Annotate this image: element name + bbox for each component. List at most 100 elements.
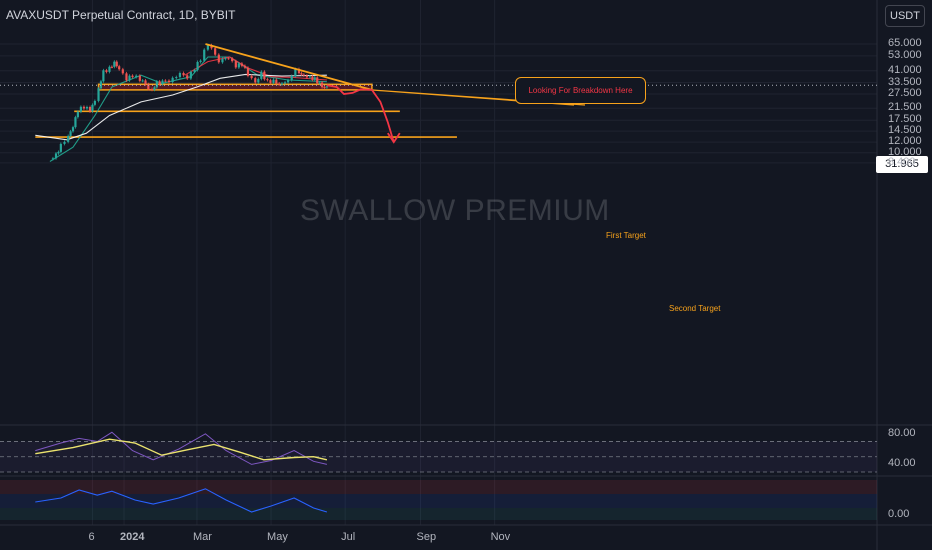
candle-body [125,73,128,81]
candle-body [313,77,316,80]
candle-body [93,100,96,105]
candle-body [214,48,217,55]
candle-body [118,66,121,70]
candle-body [290,75,293,81]
y-tick-label: 27.500 [888,86,922,99]
candle-body [294,69,297,76]
candle-body [189,71,192,79]
candle-body [67,135,70,142]
rsi-panel [0,431,877,473]
candle-body [227,58,230,60]
candle-body [171,77,174,83]
candle-body [323,87,326,89]
candle-body [121,69,124,74]
price-series [0,43,877,161]
osc-series-1 [35,488,328,513]
candle-body [138,75,141,81]
x-tick-label: 2024 [120,531,145,543]
candle-body [113,61,116,67]
candle-body [278,83,281,85]
candle-body [150,89,154,91]
candle-body [320,82,324,88]
candle-body [311,76,314,80]
rsi-series-1 [35,431,328,465]
x-tick-label: May [267,531,288,543]
candle-body [272,79,275,83]
candle-body [102,70,105,82]
candle-body [305,75,308,78]
candle-body [186,75,189,79]
y-tick-label: 21.500 [888,101,922,114]
y-tick-label: 8.400 [888,155,916,168]
moving-averages [35,56,327,162]
candle-body [178,72,182,78]
candle-body [88,106,92,112]
x-tick-label: Mar [192,531,212,543]
candle-body [175,77,178,79]
osc-mid-band [0,494,877,508]
candle-body [243,65,247,68]
candle-body [91,104,94,112]
candle-body [237,63,240,68]
moving-average-3 [35,73,327,141]
candle-body [79,106,83,112]
candle-body [283,82,287,84]
candle-body [224,58,227,60]
candle-body [105,70,108,72]
candle-body [115,61,118,67]
candle-body [269,80,272,83]
rsi-tick-label: 40.00 [888,457,916,470]
candle-body [196,61,199,71]
osc-lower-band [0,508,877,520]
y-tick-label: 33.500 [888,75,922,88]
candle-body [85,106,89,109]
candle-body [131,75,134,78]
second-target-label: Second Target [669,304,721,313]
candle-body [199,60,202,62]
projection-arrowhead [387,132,401,144]
watermark: SWALLOW PREMIUM [300,194,610,227]
candle-body [206,45,209,50]
projection-path [326,84,401,144]
y-tick-label: 10.000 [888,145,922,158]
osc-upper-band [0,480,877,494]
first-target-label: First Target [606,231,646,240]
candle-body [82,106,86,109]
y-tick-label: 17.500 [888,113,922,126]
x-tick-label: Sep [416,531,437,543]
candle-body [63,141,66,144]
candle-body [203,49,206,61]
y-tick-label: 14.500 [888,124,922,137]
moving-average-1 [49,56,327,162]
candle-body [97,88,100,101]
y-tick-label: 12.000 [888,135,922,148]
currency-selector[interactable]: USDT [885,5,925,27]
candle-body [147,84,150,90]
candle-body [182,72,185,76]
candle-body [74,117,77,128]
candle-body [246,67,250,76]
candle-body [286,80,290,83]
y-tick-label: 53.000 [888,48,922,61]
candle-body [300,73,303,75]
candle-body [325,86,329,88]
candle-body [76,111,79,118]
rsi-tick-label: 80.00 [888,426,916,439]
candle-body [69,131,72,136]
x-tick-label: Jul [341,531,356,543]
candle-body [110,66,113,68]
candle-body [167,80,171,83]
candle-body [260,71,263,79]
candle-body [144,80,147,85]
candle-body [257,78,260,83]
candle-body [141,80,144,82]
candle-body [59,143,62,152]
candle-body [302,74,305,76]
candle-body [158,81,161,85]
candle-body [263,71,266,80]
last-price-tag: 31.965 [876,156,928,173]
candle-body [221,58,224,63]
candle-body [318,82,321,84]
